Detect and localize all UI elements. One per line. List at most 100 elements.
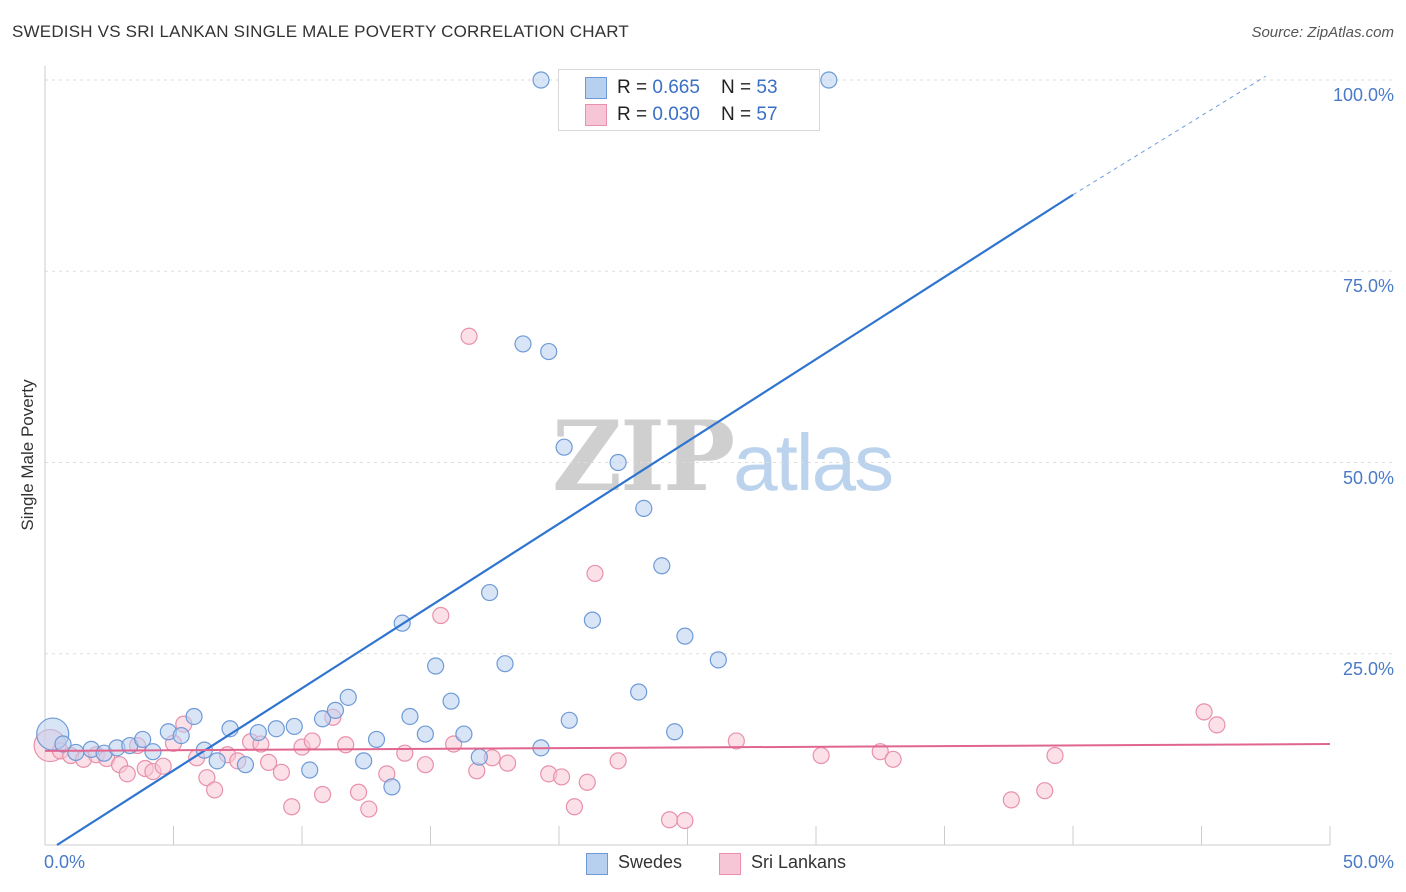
data-point [259,753,278,771]
data-point [635,499,653,517]
source-credit: Source: ZipAtlas.com [1251,24,1394,41]
y-tick-label: 50.0% [1342,467,1394,488]
data-point [144,743,162,761]
data-point [481,583,499,602]
data-point [313,710,332,728]
srilankans-trendline [44,743,1331,752]
data-point [283,798,301,816]
data-point [460,327,478,345]
srilankans-n-label: N = [721,104,757,125]
data-point [1208,716,1226,734]
srilankans-points [33,327,1226,830]
data-point [427,657,445,675]
legend-srilankans-label: Sri Lankans [751,852,847,872]
data-point [666,723,684,741]
data-point [514,335,532,353]
data-point [154,757,172,775]
data-point [499,754,517,772]
data-point [871,743,889,761]
trendlines [44,75,1331,846]
data-point [583,611,602,629]
data-point [540,342,558,361]
y-axis-label: Single Male Poverty [18,379,37,531]
data-point [355,752,373,770]
watermark: ZIPatlas [552,400,894,513]
data-point [1195,703,1213,721]
data-point [552,768,571,786]
data-point [383,778,401,796]
data-point [660,811,679,829]
data-point [820,71,838,89]
data-point [337,736,355,754]
data-point [349,783,368,801]
data-point [727,732,745,750]
data-point [172,727,190,745]
data-point [565,798,584,816]
data-point [586,564,604,583]
swedes-r-value: 0.665 [652,77,700,98]
data-point [339,688,357,706]
data-point [560,711,578,729]
data-point [1002,791,1020,809]
data-point [360,800,378,818]
data-point [54,735,72,753]
x-tick-label-max: 50.0% [1342,852,1394,872]
data-point [396,744,414,762]
data-point [118,765,136,783]
data-point [609,752,627,770]
chart-title: SWEDISH VS SRI LANKAN SINGLE MALE POVERT… [12,22,630,41]
data-point [236,756,255,774]
data-point [134,730,152,749]
data-point [303,732,321,750]
swedes-points [36,71,838,796]
grid-layer [45,79,1395,655]
swedes-stats-text: R = 0.665 N = 53 [617,77,778,99]
data-point [198,769,216,787]
srilankans-swatch [585,104,607,126]
data-point [416,756,434,774]
swedes-trendline-extension [1072,75,1267,196]
data-point [249,723,267,742]
legend-srilankans-swatch [719,853,741,875]
data-point [496,655,514,673]
data-point [272,763,291,781]
x-tick-label-min: 0.0% [44,852,86,872]
legend-swedes-label: Swedes [618,852,683,872]
data-point [208,752,226,770]
y-tick-label: 25.0% [1342,658,1394,679]
swedes-swatch [585,77,607,99]
data-point [1036,782,1054,800]
srilankans-stats-text: R = 0.030 N = 57 [617,104,778,126]
data-point [313,785,332,804]
data-point [367,730,386,749]
data-point [206,781,224,799]
data-point [630,683,648,701]
data-point [432,606,450,625]
swedes-r-label: R = [617,77,653,98]
data-point [578,773,596,791]
data-point [416,725,434,743]
watermark-zip: ZIP [552,400,735,513]
data-point [812,746,830,765]
stats-box: R = 0.665 N = 53 R = 0.030 N = 57 [558,69,820,131]
data-point [267,720,285,738]
data-point [301,761,319,779]
legend-swedes-swatch [586,853,608,875]
data-point [326,701,345,719]
y-tick-label: 100.0% [1332,85,1394,105]
data-point [185,707,203,726]
data-point [653,557,671,575]
data-point [442,692,460,710]
data-point [555,438,573,456]
data-point [67,743,85,762]
data-point [470,748,488,766]
data-point [532,71,550,89]
data-point [609,453,627,472]
axis-layer [44,66,1331,846]
data-point [401,707,419,726]
swedes-n-value: 53 [756,77,778,98]
data-point [709,651,727,669]
data-point [455,725,473,743]
data-point [676,811,694,830]
